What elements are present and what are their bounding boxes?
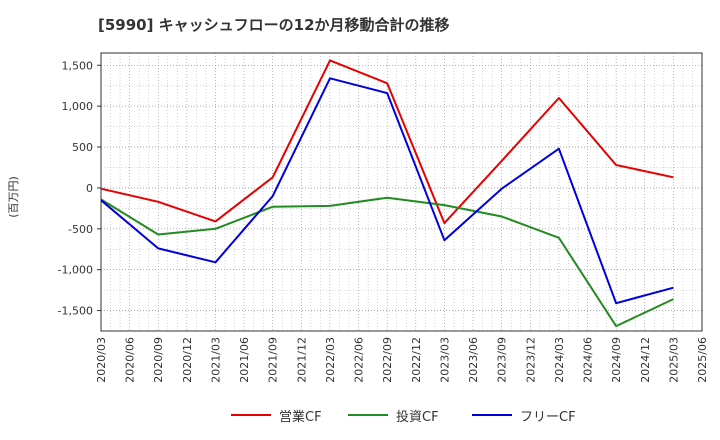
plot-frame: [100, 52, 703, 332]
legend-label: 投資CF: [396, 409, 439, 425]
x-tick-label: 2022/06: [353, 337, 366, 383]
axes: [97, 52, 703, 332]
legend-item: フリーCF: [472, 403, 576, 427]
legend-swatch: [231, 414, 271, 416]
series-line-投資CF: [100, 196, 674, 328]
series-line-フリーCF: [100, 77, 674, 305]
legend-swatch: [472, 414, 512, 416]
x-tick-label: 2024/03: [553, 337, 566, 383]
x-tick-label: 2020/09: [152, 337, 165, 383]
x-tick-label: 2025/06: [696, 337, 709, 383]
series-lines: [100, 59, 674, 328]
legend: 営業CF 投資CF フリーCF: [0, 403, 720, 427]
x-tick-label: 2024/09: [610, 337, 623, 383]
y-tick-label: 500: [72, 141, 93, 154]
x-tick-label: 2023/06: [467, 337, 480, 383]
x-tick-label: 2021/06: [238, 337, 251, 383]
chart-title: [5990] キャッシュフローの12か月移動合計の推移: [98, 16, 450, 34]
legend-item: 営業CF: [231, 403, 322, 427]
y-tick-label: 0: [86, 182, 93, 195]
x-tick-label: 2024/06: [582, 337, 595, 383]
tick-labels: 2020/03 2020/06 2020/09 2020/12 2021/03 2021/…: [58, 59, 709, 382]
x-tick-label: 2021/03: [209, 337, 222, 383]
y-tick-label: 1,000: [62, 100, 94, 113]
legend-swatch: [348, 414, 388, 416]
x-tick-label: 2022/12: [410, 337, 423, 383]
x-tick-label: 2022/09: [381, 337, 394, 383]
x-tick-label: 2020/03: [95, 337, 108, 383]
x-tick-label: 2022/03: [324, 337, 337, 383]
x-tick-label: 2023/09: [496, 337, 509, 383]
x-tick-label: 2023/03: [438, 337, 451, 383]
y-tick-label: -1,500: [58, 305, 93, 318]
legend-item: 投資CF: [348, 403, 439, 427]
y-tick-label: -1,000: [58, 264, 93, 277]
x-tick-label: 2023/12: [524, 337, 537, 383]
x-tick-label: 2024/12: [639, 337, 652, 383]
y-tick-label: 1,500: [62, 59, 94, 72]
y-axis-label: (百万円): [7, 176, 20, 218]
x-tick-label: 2021/09: [267, 337, 280, 383]
x-tick-label: 2020/06: [124, 337, 137, 383]
legend-label: フリーCF: [520, 409, 576, 425]
y-tick-label: -500: [68, 223, 93, 236]
gridlines: [101, 53, 702, 331]
legend-label: 営業CF: [279, 409, 322, 425]
x-tick-label: 2021/12: [295, 337, 308, 383]
x-tick-label: 2020/12: [181, 337, 194, 383]
x-tick-label: 2025/03: [667, 337, 680, 383]
series-line-営業CF: [100, 59, 674, 225]
